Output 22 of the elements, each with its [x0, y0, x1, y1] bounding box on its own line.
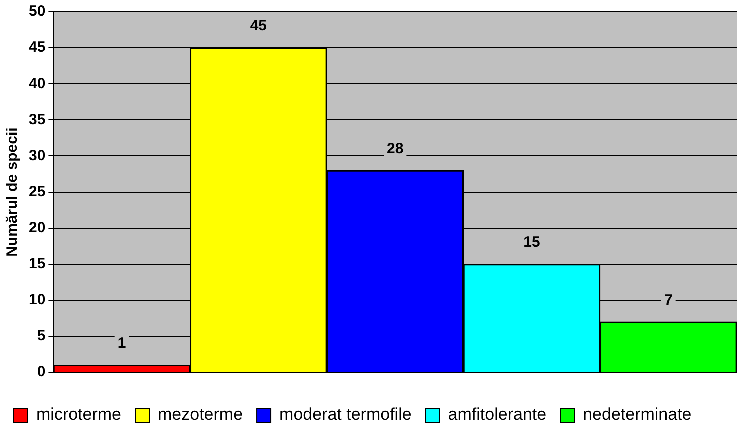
y-tick-label: 30: [28, 147, 46, 164]
y-tick-label: 0: [37, 364, 46, 381]
y-tick-label: 5: [37, 328, 46, 345]
data-label: 7: [664, 292, 673, 309]
legend-label: nedeterminate: [583, 405, 692, 424]
legend-label: microterme: [36, 405, 122, 424]
data-label: 1: [118, 335, 126, 352]
y-tick-label: 20: [28, 220, 46, 236]
y-tick-label: 15: [28, 256, 46, 273]
y-tick-label: 40: [28, 75, 46, 92]
y-tick-label: 50: [28, 3, 46, 20]
legend-label: mezoterme: [158, 405, 244, 424]
y-tick-label: 10: [28, 292, 46, 309]
data-label: 45: [250, 18, 268, 35]
y-axis-title: Numărul de specii: [4, 128, 22, 257]
data-label: 15: [524, 234, 540, 252]
y-tick-label: 35: [28, 111, 46, 128]
y-tick-label: 45: [28, 39, 46, 56]
data-label: 28: [387, 140, 404, 158]
legend-label: amfitolerante: [448, 405, 547, 424]
legend-label: moderat termofile: [280, 405, 412, 424]
y-tick-label: 25: [28, 183, 46, 200]
